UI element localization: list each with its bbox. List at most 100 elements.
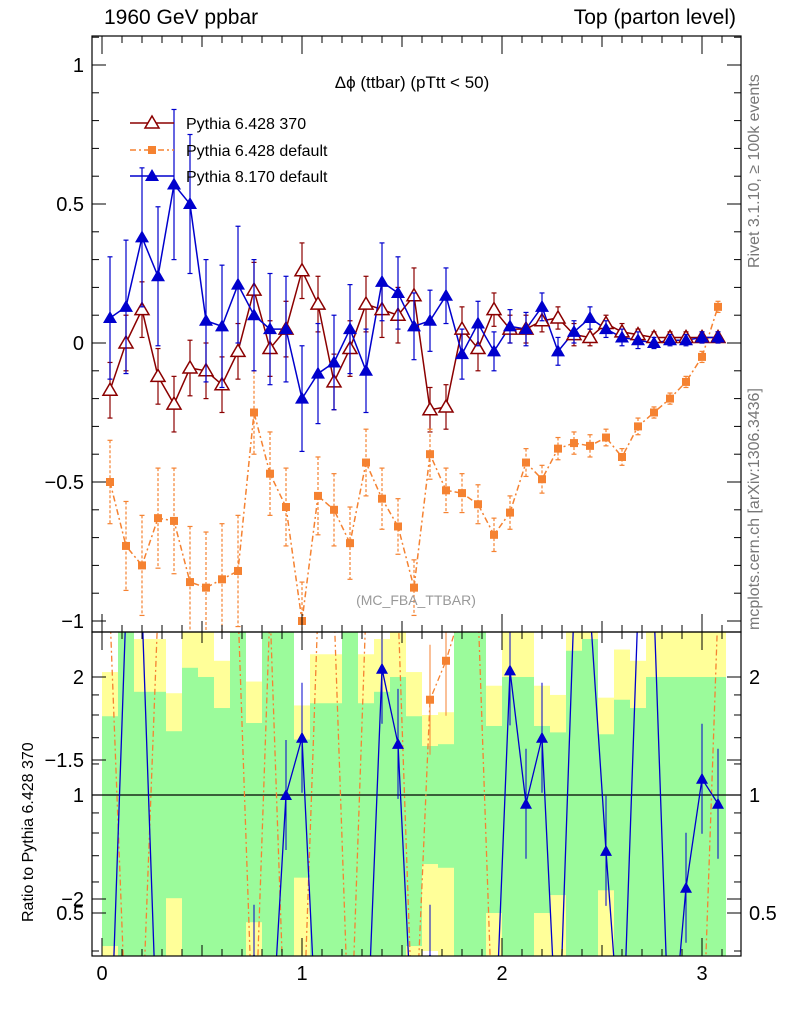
data-point-pythia6-default <box>170 516 178 525</box>
ratio-point <box>296 731 308 743</box>
data-point-pythia6-default <box>154 514 162 523</box>
ratio-tick-label-right: 1 <box>749 785 760 807</box>
data-point-pythia6-370 <box>581 328 599 344</box>
data-point-pythia6-370 <box>309 295 327 310</box>
data-point-pythia8-default <box>135 230 149 243</box>
data-point-pythia8-default <box>439 288 453 301</box>
data-point-pythia8-default <box>247 308 261 321</box>
ratio-band-inner <box>118 632 134 956</box>
data-point-pythia6-370 <box>421 401 439 416</box>
data-point-pythia6-default <box>426 450 434 459</box>
data-point-pythia8-default <box>215 319 229 332</box>
data-point-pythia8-default <box>551 344 565 357</box>
ratio-point <box>392 737 404 749</box>
data-point-pythia8-default <box>151 269 165 282</box>
data-point-pythia8-default <box>183 197 197 209</box>
data-point-pythia6-default <box>698 352 706 361</box>
ratio-band-inner <box>310 703 326 956</box>
ratio-tick-label-right: 2 <box>749 667 760 689</box>
data-point-pythia8-default <box>327 355 341 368</box>
ratio-band-inner <box>678 676 694 956</box>
data-point-pythia8-default <box>263 322 277 335</box>
mcplots-label: mcplots.cern.ch [arXiv:1306.3436] <box>746 388 763 630</box>
ratio-tick-label: 0.5 <box>56 903 84 925</box>
x-tick-label: 1 <box>296 963 307 985</box>
data-point-pythia6-default <box>506 508 514 517</box>
data-point-pythia6-default <box>602 433 610 442</box>
ratio-point <box>680 881 692 893</box>
data-point-pythia6-default <box>586 441 594 450</box>
data-point-pythia8-default <box>679 333 693 346</box>
data-point-pythia6-default <box>330 505 338 514</box>
data-point-pythia6-default <box>394 522 402 531</box>
ratio-band-inner <box>214 708 230 956</box>
data-point-pythia8-default <box>663 333 677 346</box>
ratio-band-inner <box>406 716 422 947</box>
ratio-band-inner <box>230 632 246 956</box>
ratio-uncertainty-bands <box>102 632 726 956</box>
data-point-pythia6-370 <box>549 309 567 324</box>
ratio-band-inner <box>342 632 358 956</box>
data-point-pythia8-default <box>231 277 245 290</box>
y-tick-label: −2 <box>61 889 84 911</box>
ratio-y-axis-label: Ratio to Pythia 6.428 370 <box>20 742 37 922</box>
data-point-pythia6-370 <box>437 398 455 413</box>
ratio-tick-label: 1 <box>73 785 84 807</box>
data-point-pythia8-default <box>711 330 725 343</box>
data-point-pythia6-default <box>666 394 674 403</box>
legend: Pythia 6.428 370 Pythia 6.428 default Py… <box>130 114 328 186</box>
data-point-pythia6-default <box>218 575 226 584</box>
x-tick-label: 3 <box>696 963 707 985</box>
ratio-point <box>712 797 724 809</box>
legend-label-pythia6-default: Pythia 6.428 default <box>186 143 328 160</box>
ratio-point <box>426 695 434 704</box>
data-point-pythia8-default <box>519 322 533 335</box>
data-point-pythia6-default <box>266 469 274 478</box>
data-point-pythia8-default <box>615 330 629 343</box>
legend-entry-pythia6-370: Pythia 6.428 370 <box>130 114 306 133</box>
y-tick-label: −1.5 <box>45 750 84 772</box>
data-point-pythia8-default <box>199 313 213 326</box>
ratio-band-inner <box>662 676 678 956</box>
data-point-pythia8-default <box>295 391 309 404</box>
data-point-pythia8-default <box>311 366 325 379</box>
ratio-band-inner <box>358 703 374 956</box>
ratio-band-inner <box>182 667 198 956</box>
ratio-tick-label-right: 0.5 <box>749 903 777 925</box>
data-point-pythia6-370 <box>469 340 487 355</box>
ratio-band-inner <box>630 708 646 956</box>
ratio-point <box>520 797 532 809</box>
ratio-band-inner <box>294 739 310 878</box>
ratio-curves <box>92 632 741 956</box>
legend-label-pythia8-default: Pythia 8.170 default <box>186 169 328 186</box>
ratio-band-inner <box>422 746 438 865</box>
ratio-point <box>280 789 292 800</box>
data-point-pythia8-default <box>103 310 117 323</box>
ratio-band-inner <box>198 676 214 956</box>
data-point-pythia6-370 <box>181 359 199 374</box>
series-line-pythia6-default <box>109 306 719 622</box>
data-point-pythia8-default <box>503 319 517 332</box>
data-point-pythia8-default <box>455 347 469 360</box>
data-point-pythia8-default <box>359 363 373 376</box>
data-point-pythia6-370 <box>357 295 375 310</box>
data-point-pythia6-default <box>186 578 194 587</box>
ratio-band-inner <box>262 632 278 956</box>
data-point-pythia6-default <box>554 444 562 453</box>
data-point-pythia8-default <box>567 324 581 337</box>
ratio-point <box>504 664 516 676</box>
watermark-label: (MC_FBA_TTBAR) <box>356 592 476 608</box>
data-point-pythia8-default <box>631 333 645 346</box>
data-point-pythia6-default <box>634 422 642 431</box>
data-point-pythia6-default <box>138 561 146 570</box>
main-curves <box>101 108 727 632</box>
ratio-point <box>376 662 388 674</box>
data-point-pythia6-default <box>538 475 546 484</box>
y-tick-label: 0.5 <box>56 194 84 216</box>
data-point-pythia8-default <box>471 316 485 329</box>
data-point-pythia8-default <box>167 177 181 190</box>
ratio-plot-frame <box>91 631 742 957</box>
data-point-pythia6-default <box>442 486 450 495</box>
data-point-pythia8-default <box>407 319 421 332</box>
data-point-pythia6-default <box>522 458 530 467</box>
